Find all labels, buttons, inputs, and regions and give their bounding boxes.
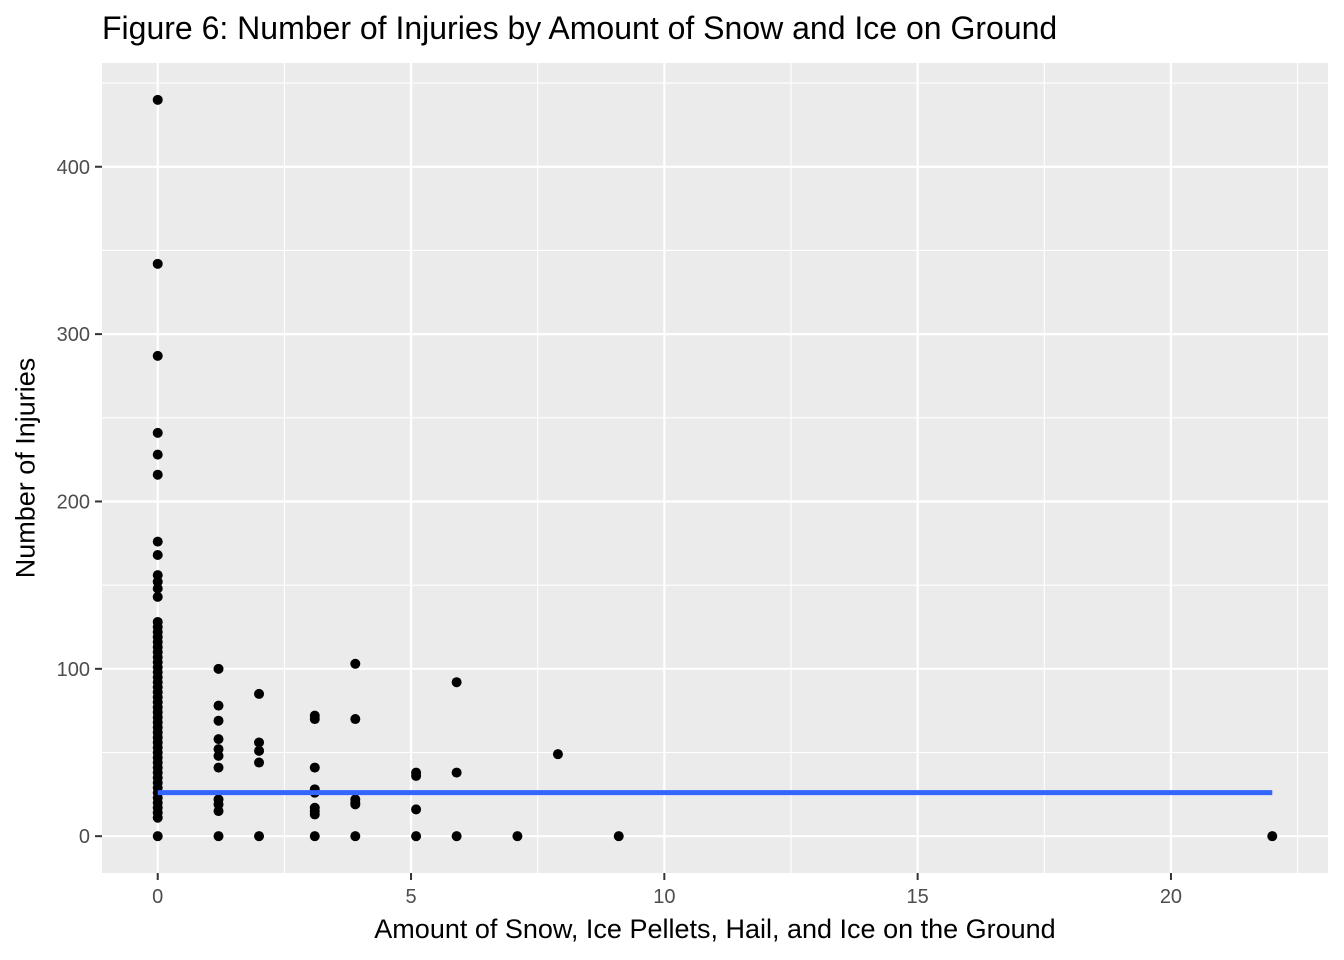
data-point: [613, 831, 624, 842]
data-point: [512, 831, 523, 842]
data-point: [213, 700, 224, 711]
data-point: [213, 806, 224, 817]
data-point: [254, 831, 265, 842]
data-point: [213, 715, 224, 726]
x-tick-label: 5: [405, 886, 416, 908]
data-point: [451, 767, 462, 778]
data-point: [350, 658, 361, 669]
minor-gridlines: [102, 63, 1328, 873]
data-point: [254, 737, 265, 748]
x-tick-label: 0: [152, 886, 163, 908]
data-point: [152, 94, 163, 105]
data-point: [152, 550, 163, 561]
data-point: [411, 804, 422, 815]
data-point: [451, 677, 462, 688]
y-tick-label: 300: [57, 324, 90, 346]
x-tick-label: 10: [653, 886, 675, 908]
y-tick-label: 400: [57, 157, 90, 179]
data-point: [309, 809, 320, 820]
data-point: [254, 757, 265, 768]
axis-ticks: [95, 165, 1172, 880]
data-point: [152, 591, 163, 602]
x-tick-label: 15: [907, 886, 929, 908]
data-point: [1267, 831, 1278, 842]
data-point: [152, 449, 163, 460]
data-point: [309, 831, 320, 842]
data-point: [254, 745, 265, 756]
y-axis-title: Number of Injuries: [10, 357, 41, 579]
data-point: [451, 831, 462, 842]
data-point: [152, 812, 163, 823]
data-point: [411, 770, 422, 781]
data-point: [152, 831, 163, 842]
data-point: [213, 750, 224, 761]
data-point: [152, 350, 163, 361]
data-point: [350, 714, 361, 725]
data-point: [309, 762, 320, 773]
data-point: [254, 688, 265, 699]
data-point: [411, 831, 422, 842]
y-tick-label: 100: [57, 659, 90, 681]
data-point: [152, 469, 163, 480]
data-point: [309, 714, 320, 725]
data-point: [350, 799, 361, 810]
data-point: [213, 762, 224, 773]
x-axis-title: Amount of Snow, Ice Pellets, Hail, and I…: [374, 914, 1056, 944]
data-point: [213, 663, 224, 674]
data-point: [152, 536, 163, 547]
data-point: [213, 831, 224, 842]
chart-title: Figure 6: Number of Injuries by Amount o…: [102, 10, 1058, 46]
y-tick-label: 200: [57, 491, 90, 513]
data-point: [152, 258, 163, 269]
plot-background: [102, 63, 1328, 873]
data-point: [552, 749, 563, 760]
data-point: [213, 734, 224, 745]
y-tick-label: 0: [79, 826, 90, 848]
x-tick-label: 20: [1160, 886, 1182, 908]
data-point: [350, 831, 361, 842]
data-point: [152, 583, 163, 594]
data-point: [152, 427, 163, 438]
